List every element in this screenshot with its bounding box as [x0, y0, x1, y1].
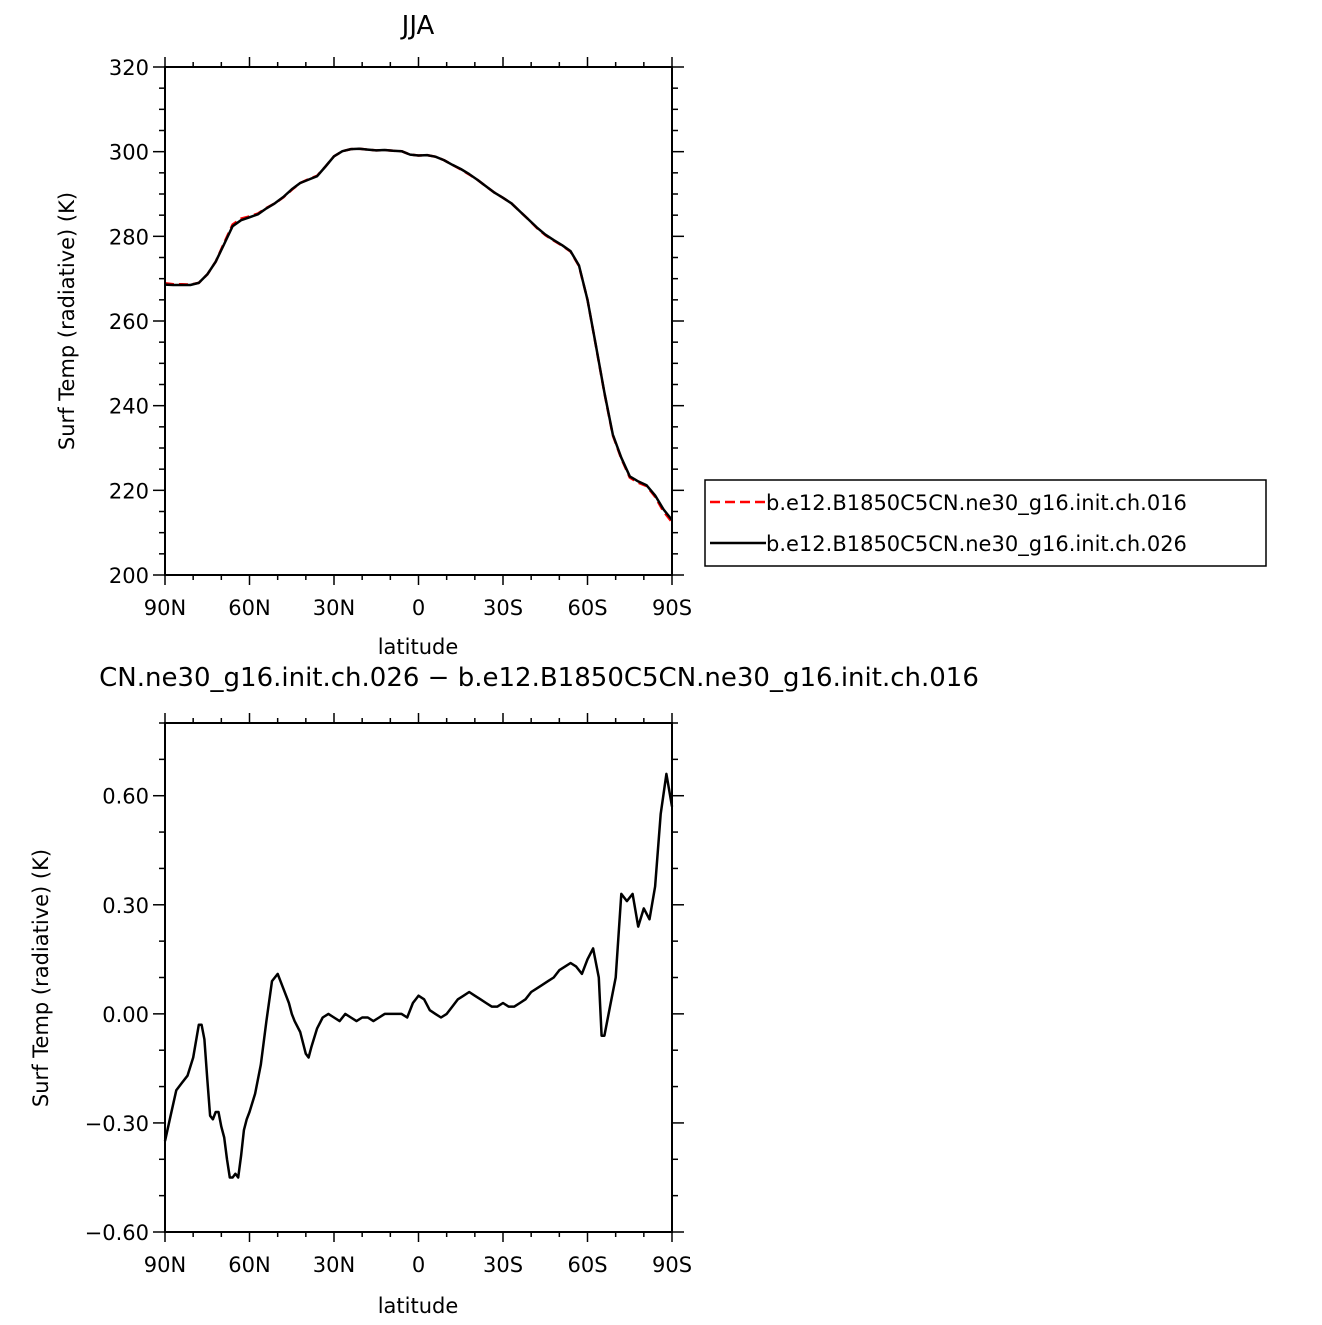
chart-title: JJA [400, 11, 435, 41]
series-line-difference [163, 772, 674, 1179]
x-tick-label: 0 [412, 1253, 425, 1277]
y-tick-label: 300 [109, 141, 149, 165]
x-tick-label: 90N [144, 1253, 186, 1277]
legend-entry-016: b.e12.B1850C5CN.ne30_g16.init.ch.016 [766, 491, 1187, 516]
panel-top: JJA 90N 60N 30N 0 30S 60S 90S 200 220 240 260 280 3… [55, 11, 692, 659]
plot-frame [164, 66, 673, 576]
x-tick-label: 30N [313, 1253, 355, 1277]
series-line-016 [164, 147, 673, 523]
y-tick-label: 260 [109, 310, 149, 334]
difference-chart-title: CN.ne30_g16.init.ch.026 − b.e12.B1850C5C… [99, 663, 979, 693]
x-tick-label: 30S [483, 1253, 523, 1277]
legend-entry-026: b.e12.B1850C5CN.ne30_g16.init.ch.026 [766, 532, 1187, 557]
y-tick-label: 240 [109, 395, 149, 419]
series-line-026 [164, 147, 673, 521]
x-tick-label: 90S [652, 1253, 692, 1277]
x-tick-label: 60N [228, 596, 270, 620]
legend: b.e12.B1850C5CN.ne30_g16.init.ch.016 b.e… [704, 479, 1267, 567]
y-tick-label: 280 [109, 225, 149, 249]
y-tick-label: 200 [109, 564, 149, 588]
x-axis-label: latitude [378, 635, 459, 659]
y-tick-label: −0.30 [85, 1112, 149, 1136]
y-tick-label: 220 [109, 479, 149, 503]
y-tick-label: −0.60 [85, 1221, 149, 1245]
y-tick-label: 0.30 [102, 894, 149, 918]
y-tick-label: 0.60 [102, 785, 149, 809]
x-tick-label: 30S [483, 596, 523, 620]
legend-box [704, 479, 1267, 567]
panel-bottom: CN.ne30_g16.init.ch.026 − b.e12.B1850C5C… [29, 663, 979, 1318]
y-tick-label: 320 [109, 56, 149, 80]
y-axis-label: Surf Temp (radiative) (K) [29, 849, 53, 1107]
x-tick-label: 60S [567, 596, 607, 620]
x-tick-label: 90N [144, 596, 186, 620]
x-tick-label: 30N [313, 596, 355, 620]
x-tick-label: 90S [652, 596, 692, 620]
x-tick-label: 0 [412, 596, 425, 620]
y-tick-label: 0.00 [102, 1003, 149, 1027]
x-axis-label: latitude [378, 1294, 459, 1318]
x-tick-label: 60N [228, 1253, 270, 1277]
y-axis-label: Surf Temp (radiative) (K) [55, 192, 79, 450]
x-tick-label: 60S [567, 1253, 607, 1277]
